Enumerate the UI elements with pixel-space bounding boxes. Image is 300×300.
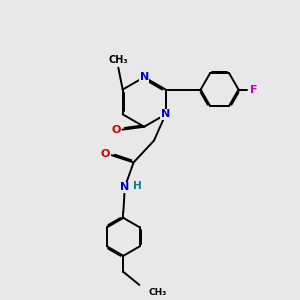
Text: N: N xyxy=(140,72,149,82)
Text: O: O xyxy=(100,149,110,159)
Text: N: N xyxy=(161,109,170,119)
Text: F: F xyxy=(250,85,258,94)
Text: H: H xyxy=(133,181,141,191)
Text: CH₃: CH₃ xyxy=(148,288,166,297)
Text: N: N xyxy=(120,182,129,192)
Text: CH₃: CH₃ xyxy=(109,55,128,64)
Text: O: O xyxy=(111,125,121,135)
